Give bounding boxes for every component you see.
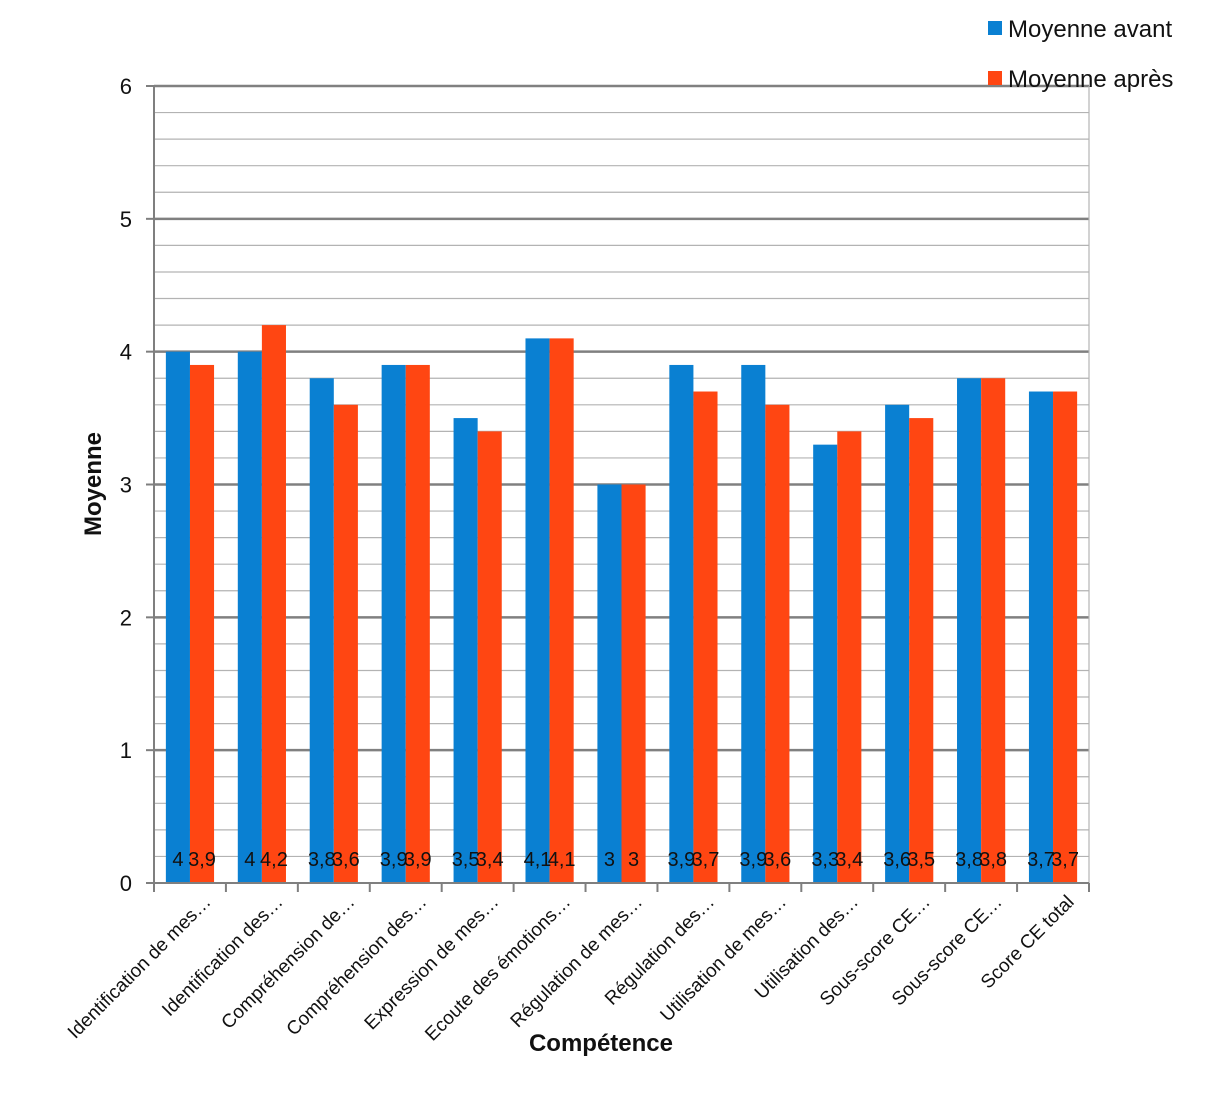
data-label-avant: 3	[604, 849, 615, 871]
legend-item-apres: Moyenne après	[988, 66, 1173, 93]
x-category-label: Compréhension des…	[283, 892, 432, 1041]
x-category-label: Utilisation de mes…	[657, 892, 791, 1026]
bar-apres	[1053, 391, 1078, 883]
legend-label-apres: Moyenne après	[1008, 66, 1173, 93]
data-label-apres: 3,5	[907, 849, 935, 871]
y-tick-label: 4	[120, 340, 132, 365]
data-label-avant: 4	[172, 849, 183, 871]
data-label-apres: 3,7	[1051, 849, 1079, 871]
bar-avant	[957, 378, 982, 883]
legend: Moyenne avant Moyenne après	[988, 16, 1173, 93]
bar-avant	[669, 364, 694, 883]
bar-apres	[765, 404, 790, 883]
data-label-apres: 3,7	[692, 849, 720, 871]
x-category-label: Identification des…	[158, 892, 287, 1021]
bar-avant	[453, 418, 478, 883]
data-label-avant: 3,9	[667, 849, 695, 871]
legend-item-avant: Moyenne avant	[988, 16, 1172, 43]
legend-label-avant: Moyenne avant	[1008, 16, 1172, 43]
bar-apres	[909, 418, 934, 883]
y-tick-label: 2	[120, 605, 132, 630]
legend-swatch-apres	[988, 71, 1002, 85]
bar-avant	[381, 364, 406, 883]
y-tick-labels: 0 1 2 3 4 5 6	[120, 74, 132, 896]
bar-apres	[189, 364, 215, 883]
data-label-apres: 3,8	[979, 849, 1007, 871]
legend-swatch-avant	[988, 21, 1002, 35]
bar-apres	[621, 484, 646, 883]
data-label-avant: 3,9	[739, 849, 767, 871]
data-label-apres: 3,4	[835, 849, 863, 871]
data-label-avant: 3,6	[883, 849, 911, 871]
bar-avant	[309, 378, 334, 883]
bars	[165, 325, 1078, 884]
y-tick-label: 0	[120, 871, 132, 896]
data-label-avant: 3,3	[811, 849, 839, 871]
y-tick-label: 6	[120, 74, 132, 99]
data-label-avant: 3,5	[452, 849, 480, 871]
category-labels: Identification de mes…Identification des…	[64, 892, 1079, 1046]
data-label-avant: 4	[244, 849, 255, 871]
data-label-apres: 3,6	[332, 849, 360, 871]
y-tick-label: 3	[120, 473, 132, 498]
bar-avant	[813, 444, 838, 883]
bar-apres	[693, 391, 718, 883]
bar-avant	[237, 351, 262, 884]
data-label-avant: 3,8	[955, 849, 983, 871]
x-category-label: Expression de mes…	[361, 892, 504, 1035]
data-label-apres: 4,2	[260, 849, 288, 871]
bar-apres	[981, 378, 1006, 883]
data-label-avant: 3,7	[1027, 849, 1055, 871]
data-label-apres: 3,9	[404, 849, 432, 871]
bar-apres	[477, 431, 502, 883]
bar-avant	[525, 338, 550, 884]
x-category-label: Ecoute des émotions…	[421, 892, 575, 1046]
bar-apres	[333, 404, 358, 883]
y-axis-title: Moyenne	[80, 432, 107, 536]
x-category-label: Compréhension de…	[218, 892, 360, 1034]
bar-apres	[549, 338, 574, 884]
x-category-label: Identification de mes…	[64, 892, 216, 1044]
data-label-avant: 3,8	[308, 849, 336, 871]
data-labels: 4 3,9 4 4,2 3,83,6 3,93,9 3,53,4 4,14,1 3 3 3,93,7…	[172, 849, 1079, 871]
bar-avant	[885, 404, 910, 883]
data-label-avant: 3,9	[380, 849, 408, 871]
axes	[146, 85, 1090, 892]
x-category-label: Régulation de mes…	[507, 892, 647, 1032]
bar-avant	[165, 351, 190, 884]
x-axis-title: Compétence	[529, 1030, 673, 1057]
data-label-apres: 3	[628, 849, 639, 871]
data-label-apres: 3,4	[476, 849, 504, 871]
bar-apres	[405, 364, 430, 883]
bar-apres	[837, 431, 862, 883]
data-label-avant: 4,1	[524, 849, 552, 871]
data-label-apres: 3,6	[763, 849, 791, 871]
bar-avant	[1028, 391, 1054, 883]
y-tick-label: 1	[120, 738, 132, 763]
y-tick-label: 5	[120, 207, 132, 232]
bar-avant	[597, 484, 622, 883]
data-label-apres: 4,1	[548, 849, 576, 871]
data-label-apres: 3,9	[188, 849, 216, 871]
bar-apres	[261, 325, 286, 884]
bar-avant	[741, 364, 766, 883]
